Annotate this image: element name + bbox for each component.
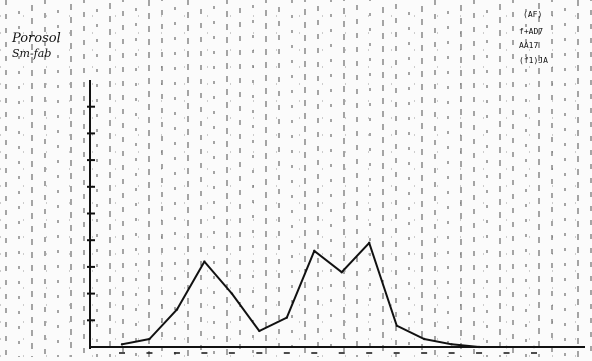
data-point [368, 241, 371, 245]
data-point [120, 343, 124, 346]
text-layer: Porosol Sm-fab (AF) f+AD7 AA17 (f1)JA [11, 10, 548, 65]
axis-layer [87, 80, 585, 354]
data-point [422, 337, 426, 341]
data-point [395, 324, 398, 327]
chart-title-line-1: Porosol [11, 31, 61, 46]
series-layer [120, 241, 536, 349]
data-point [258, 329, 261, 333]
data-point [532, 345, 536, 349]
data-point [505, 345, 508, 349]
data-point [148, 337, 151, 341]
series-line [121, 241, 535, 348]
data-point [230, 292, 234, 295]
corner-label-line-4: (f1)JA [519, 56, 548, 65]
data-point [203, 260, 206, 263]
data-point [477, 345, 481, 349]
data-point [340, 271, 343, 274]
data-point [175, 308, 179, 311]
data-point [450, 343, 453, 346]
corner-label-line-2: f+AD7 [519, 27, 543, 36]
chart-title-line-2: Sm-fab [12, 47, 51, 60]
data-point [285, 316, 288, 319]
corner-label-line-3: AA17 [519, 41, 538, 50]
data-point [313, 249, 316, 253]
corner-label-line-1: (AF) [523, 10, 542, 19]
